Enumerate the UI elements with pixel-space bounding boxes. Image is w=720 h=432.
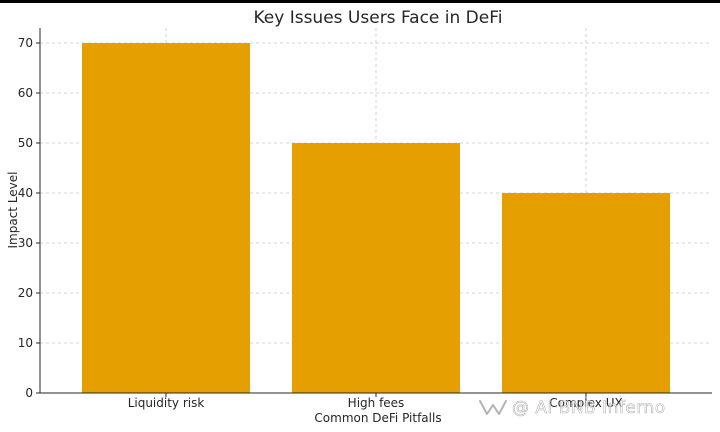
wechat-channels-icon — [479, 400, 507, 415]
x-tick-label: High fees — [348, 396, 405, 410]
watermark-text: @ Ai BNB Inferno — [512, 398, 666, 419]
y-axis-label: Impact Level — [6, 172, 20, 249]
bar — [82, 43, 250, 393]
bars — [82, 43, 670, 393]
watermark: @ Ai BNB Inferno — [478, 396, 666, 420]
top-border — [0, 0, 720, 3]
y-ticks: 0 10 20 30 40 50 60 70 — [18, 36, 40, 400]
x-ticks: Liquidity risk High fees Complex UX — [128, 393, 623, 410]
chart-title: Key Issues Users Face in DeFi — [253, 8, 502, 28]
y-tick-label: 20 — [18, 286, 33, 300]
bar — [502, 193, 670, 393]
x-axis-label: Common DeFi Pitfalls — [314, 411, 441, 425]
y-tick-label: 50 — [18, 136, 33, 150]
x-tick-label: Complex UX — [549, 396, 622, 410]
x-tick-label: Liquidity risk — [128, 396, 205, 410]
bar — [292, 143, 460, 393]
y-tick-label: 10 — [18, 336, 33, 350]
y-tick-label: 60 — [18, 86, 33, 100]
y-tick-label: 30 — [18, 236, 33, 250]
y-tick-label: 0 — [25, 386, 33, 400]
y-tick-label: 40 — [18, 186, 33, 200]
y-tick-label: 70 — [18, 36, 33, 50]
